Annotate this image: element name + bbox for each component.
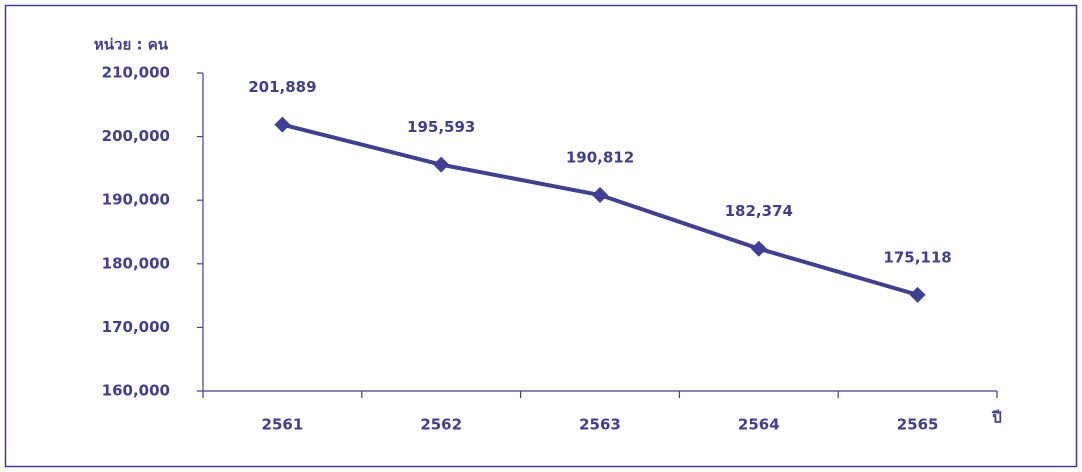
- x-axis-label: ปี: [991, 409, 1001, 427]
- marker: [274, 116, 291, 133]
- marker: [433, 156, 450, 173]
- y-tick-label: 170,000: [102, 318, 170, 336]
- x-tick-label: 2563: [579, 416, 621, 434]
- data-label: 190,812: [566, 149, 634, 167]
- x-tick-label: 2564: [738, 416, 780, 434]
- data-label: 175,118: [883, 248, 951, 266]
- data-label: 195,593: [407, 118, 475, 136]
- marker: [750, 240, 767, 257]
- y-tick-label: 180,000: [102, 254, 170, 272]
- x-tick-label: 2565: [897, 416, 939, 434]
- data-label: 201,889: [248, 78, 316, 96]
- x-tick-label: 2562: [420, 416, 462, 434]
- y-tick-label: 210,000: [102, 64, 170, 82]
- frame: [4, 4, 1078, 468]
- marker: [909, 286, 926, 303]
- y-tick-label: 160,000: [102, 382, 170, 400]
- marker: [592, 187, 608, 204]
- y-tick-label: 200,000: [102, 127, 170, 145]
- x-tick-label: 2561: [262, 416, 304, 434]
- data-label: 182,374: [725, 202, 793, 220]
- y-axis-label: หน่วย : คน: [94, 36, 169, 54]
- y-tick-label: 190,000: [102, 191, 170, 209]
